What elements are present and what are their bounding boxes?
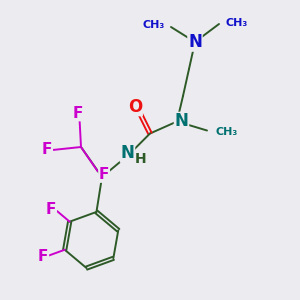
Text: H: H — [135, 152, 147, 166]
Text: N: N — [175, 112, 188, 130]
Text: F: F — [99, 167, 109, 182]
Text: O: O — [128, 98, 142, 116]
Text: F: F — [38, 249, 48, 264]
Text: F: F — [42, 142, 52, 158]
Text: CH₃: CH₃ — [142, 20, 164, 31]
Text: CH₃: CH₃ — [226, 17, 248, 28]
Text: N: N — [121, 144, 134, 162]
Text: F: F — [73, 106, 83, 121]
Text: N: N — [188, 33, 202, 51]
Text: CH₃: CH₃ — [216, 127, 238, 137]
Text: F: F — [46, 202, 56, 217]
